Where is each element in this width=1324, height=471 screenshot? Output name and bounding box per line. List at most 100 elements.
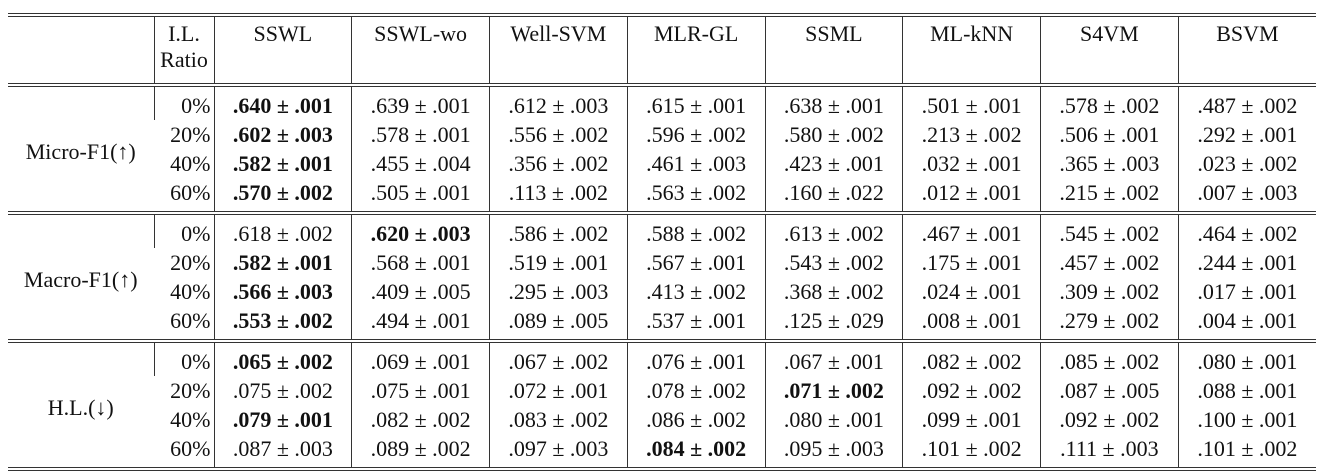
value-cell: .545 ± .002 (1040, 213, 1179, 248)
value-text: .012 ± .001 (921, 180, 1022, 205)
value-text: .069 ± .001 (370, 349, 471, 374)
value-cell: .069 ± .001 (351, 341, 490, 376)
value-text: .082 ± .002 (921, 349, 1022, 374)
value-text: .568 ± .001 (370, 250, 471, 275)
value-text: .582 ± .001 (232, 151, 333, 176)
value-cell: .567 ± .001 (626, 248, 765, 277)
value-text: .160 ± .022 (783, 180, 884, 205)
value-text: .368 ± .002 (783, 279, 884, 304)
value-text: .075 ± .002 (232, 378, 333, 403)
value-text: .487 ± .002 (1197, 93, 1298, 118)
value-text: .067 ± .001 (783, 349, 884, 374)
value-cell: .279 ± .002 (1040, 306, 1179, 341)
value-cell: .097 ± .003 (489, 434, 628, 469)
value-cell: .537 ± .001 (626, 306, 765, 341)
metric-group: Macro-F1(↑) 0% .618 ± .002 .620 ± .003 .586 … (8, 213, 1316, 341)
value-cell: .089 ± .005 (489, 306, 628, 341)
metric-label: Micro-F1(↑) (25, 138, 136, 164)
value-text: .553 ± .002 (232, 308, 333, 333)
value-cell: .244 ± .001 (1177, 248, 1316, 277)
value-text: .023 ± .002 (1197, 151, 1298, 176)
value-cell: .295 ± .003 (489, 277, 628, 306)
value-cell: .457 ± .002 (1040, 248, 1179, 277)
value-text: .082 ± .002 (370, 407, 471, 432)
value-text: .612 ± .003 (508, 93, 609, 118)
value-text: .088 ± .001 (1197, 378, 1298, 403)
value-cell: .017 ± .001 (1177, 277, 1316, 306)
value-text: .072 ± .001 (508, 378, 609, 403)
value-cell: .111 ± .003 (1040, 434, 1179, 469)
value-text: .423 ± .001 (783, 151, 884, 176)
value-text: .556 ± .002 (508, 122, 609, 147)
value-text: .215 ± .002 (1059, 180, 1160, 205)
value-cell: .080 ± .001 (1177, 341, 1316, 376)
value-cell: .409 ± .005 (351, 277, 490, 306)
value-text: .413 ± .002 (646, 279, 747, 304)
value-cell: .578 ± .002 (1040, 85, 1179, 120)
ratio-cell: 40% (170, 407, 211, 432)
value-text: .578 ± .002 (1059, 93, 1160, 118)
value-cell: .099 ± .001 (902, 405, 1041, 434)
column-header: SSML (764, 15, 903, 85)
value-text: .467 ± .001 (921, 221, 1022, 246)
value-cell: .080 ± .001 (764, 405, 903, 434)
value-cell: .075 ± .001 (351, 376, 490, 405)
value-cell: .076 ± .001 (626, 341, 765, 376)
value-text: .356 ± .002 (508, 151, 609, 176)
value-text: .620 ± .003 (370, 221, 471, 246)
value-text: .083 ± .002 (508, 407, 609, 432)
value-text: .505 ± .001 (370, 180, 471, 205)
value-cell: .356 ± .002 (489, 149, 628, 178)
ratio-cell: 0% (153, 341, 214, 376)
ratio-cell: 60% (170, 308, 211, 333)
value-cell: .413 ± .002 (626, 277, 765, 306)
value-text: .309 ± .002 (1059, 279, 1160, 304)
value-cell: .582 ± .001 (213, 149, 352, 178)
column-header: MLR-GL (626, 15, 765, 85)
value-cell: .012 ± .001 (902, 178, 1041, 213)
value-text: .092 ± .002 (921, 378, 1022, 403)
table-row: Macro-F1(↑) 0% .618 ± .002 .620 ± .003 .586 … (8, 213, 1316, 292)
value-cell: .596 ± .002 (626, 120, 765, 149)
value-cell: .506 ± .001 (1040, 120, 1179, 149)
value-text: .244 ± .001 (1197, 250, 1298, 275)
value-cell: .566 ± .003 (213, 277, 352, 306)
value-text: .175 ± .001 (921, 250, 1022, 275)
ratio-cell: 20% (170, 378, 211, 403)
value-cell: .065 ± .002 (213, 341, 352, 376)
value-cell: .092 ± .002 (1040, 405, 1179, 434)
value-cell: .553 ± .002 (213, 306, 352, 341)
value-cell: .586 ± .002 (489, 213, 628, 248)
column-header: I.L. Ratio (153, 15, 214, 85)
value-text: .087 ± .003 (232, 436, 333, 461)
value-cell: .072 ± .001 (489, 376, 628, 405)
value-cell: .580 ± .002 (764, 120, 903, 149)
metric-group: Micro-F1(↑) 0% .640 ± .001 .639 ± .001 .612 … (8, 85, 1316, 213)
value-cell: .423 ± .001 (764, 149, 903, 178)
value-text: .024 ± .001 (921, 279, 1022, 304)
metric-label: H.L.(↓) (47, 394, 114, 420)
value-text: .087 ± .005 (1059, 378, 1160, 403)
value-cell: .101 ± .002 (902, 434, 1041, 469)
results-table: I.L. Ratio SSWL SSWL-wo Well-SVM MLR-GL SSML M… (8, 13, 1316, 471)
value-cell: .613 ± .002 (764, 213, 903, 248)
value-text: .494 ± .001 (370, 308, 471, 333)
table-row: 40% .079 ± .001 .082 ± .002 .083 ± .002 .086… (8, 405, 1316, 434)
value-text: .602 ± .003 (232, 122, 333, 147)
value-text: .545 ± .002 (1059, 221, 1160, 246)
value-text: .537 ± .001 (646, 308, 747, 333)
value-cell: .639 ± .001 (351, 85, 490, 120)
value-cell: .602 ± .003 (213, 120, 352, 149)
value-cell: .640 ± .001 (213, 85, 352, 120)
value-cell: .085 ± .002 (1040, 341, 1179, 376)
corner-cell (8, 15, 154, 85)
value-cell: .620 ± .003 (351, 213, 490, 248)
value-cell: .088 ± .001 (1177, 376, 1316, 405)
value-text: .089 ± .002 (370, 436, 471, 461)
value-text: .588 ± .002 (646, 221, 747, 246)
header-row: I.L. Ratio SSWL SSWL-wo Well-SVM MLR-GL SSML M… (8, 15, 1316, 85)
value-cell: .638 ± .001 (764, 85, 903, 120)
ratio-cell: 0% (153, 85, 214, 120)
ratio-cell: 40% (170, 279, 211, 304)
value-text: .615 ± .001 (646, 93, 747, 118)
